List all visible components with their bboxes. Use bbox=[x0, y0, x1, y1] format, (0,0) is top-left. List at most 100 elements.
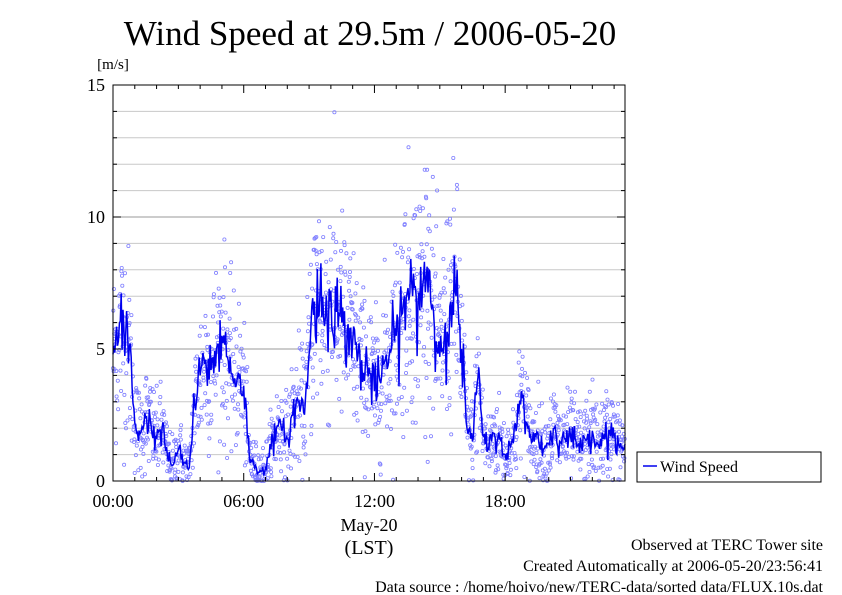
sample-point bbox=[583, 476, 588, 481]
y-tick-label: 0 bbox=[96, 471, 105, 491]
sample-point bbox=[542, 466, 547, 471]
sample-point bbox=[489, 429, 494, 434]
sample-point bbox=[572, 401, 577, 406]
sample-point bbox=[251, 439, 256, 444]
sample-point bbox=[111, 286, 116, 291]
sample-point bbox=[417, 255, 422, 260]
sample-point bbox=[327, 225, 332, 230]
sample-point bbox=[236, 407, 241, 412]
sample-point bbox=[617, 418, 622, 423]
sample-point bbox=[425, 326, 430, 331]
sample-point bbox=[595, 430, 600, 435]
sample-point bbox=[537, 404, 542, 409]
sample-point bbox=[219, 358, 224, 363]
sample-point bbox=[526, 387, 531, 392]
sample-point bbox=[601, 424, 606, 429]
sample-point bbox=[182, 451, 187, 456]
sample-point bbox=[338, 248, 343, 253]
sample-point bbox=[382, 330, 387, 335]
sample-point bbox=[145, 437, 150, 442]
sample-point bbox=[388, 426, 393, 431]
sample-point bbox=[454, 352, 459, 357]
sample-point bbox=[440, 368, 445, 373]
sample-point bbox=[285, 456, 290, 461]
sample-point bbox=[524, 405, 529, 410]
sample-point bbox=[420, 206, 425, 211]
sample-point bbox=[369, 320, 374, 325]
sample-point bbox=[329, 355, 334, 360]
sample-point bbox=[454, 369, 459, 374]
sample-point bbox=[206, 421, 211, 426]
sample-point bbox=[441, 286, 446, 291]
sample-point bbox=[518, 428, 523, 433]
sample-point bbox=[125, 418, 130, 423]
sample-point bbox=[415, 384, 420, 389]
sample-point bbox=[428, 322, 433, 327]
sample-point bbox=[155, 462, 160, 467]
sample-point bbox=[225, 327, 230, 332]
sample-point bbox=[551, 392, 556, 397]
sample-point bbox=[386, 398, 391, 403]
sample-point bbox=[575, 425, 580, 430]
sample-point bbox=[277, 445, 282, 450]
sample-point bbox=[303, 439, 308, 444]
sample-point bbox=[433, 378, 438, 383]
sample-point bbox=[436, 327, 441, 332]
sample-point bbox=[275, 450, 280, 455]
sample-point bbox=[217, 310, 222, 315]
sample-point bbox=[534, 465, 539, 470]
sample-point bbox=[431, 253, 436, 258]
sample-point bbox=[618, 422, 623, 427]
sample-point bbox=[448, 222, 453, 227]
sample-point bbox=[202, 403, 207, 408]
sample-point bbox=[276, 404, 281, 409]
sample-point bbox=[320, 328, 325, 333]
sample-point bbox=[593, 417, 598, 422]
sample-point bbox=[399, 395, 404, 400]
sample-point bbox=[221, 390, 226, 395]
x-tick-label: 18:00 bbox=[485, 491, 526, 511]
sample-point bbox=[539, 401, 544, 406]
sample-point bbox=[339, 270, 344, 275]
sample-point bbox=[239, 346, 244, 351]
sample-point bbox=[234, 344, 239, 349]
sample-point bbox=[353, 291, 358, 296]
sample-point bbox=[208, 380, 213, 385]
sample-point bbox=[544, 424, 549, 429]
sample-point bbox=[172, 470, 177, 475]
sample-point bbox=[491, 415, 496, 420]
sample-point bbox=[304, 349, 309, 354]
sample-point bbox=[352, 360, 357, 365]
sample-point bbox=[398, 245, 403, 250]
sample-point bbox=[250, 472, 255, 477]
sample-point bbox=[219, 309, 224, 314]
sample-point bbox=[244, 369, 249, 374]
sample-point bbox=[154, 449, 159, 454]
sample-point bbox=[332, 110, 337, 115]
sample-point bbox=[267, 422, 272, 427]
sample-point bbox=[429, 246, 434, 251]
sample-point bbox=[604, 405, 609, 410]
sample-point bbox=[126, 243, 131, 248]
sample-point bbox=[338, 279, 343, 284]
sample-point bbox=[590, 377, 595, 382]
sample-point bbox=[434, 224, 439, 229]
sample-point bbox=[380, 391, 385, 396]
sample-point bbox=[370, 336, 375, 341]
sample-point bbox=[284, 400, 289, 405]
sample-point bbox=[241, 415, 246, 420]
sample-point bbox=[138, 416, 143, 421]
sample-point bbox=[229, 394, 234, 399]
sample-point bbox=[222, 265, 227, 270]
sample-point bbox=[405, 260, 410, 265]
sample-point bbox=[610, 442, 615, 447]
sample-point bbox=[173, 437, 178, 442]
sample-point bbox=[229, 260, 234, 265]
sample-point bbox=[238, 333, 243, 338]
sample-point bbox=[158, 379, 163, 384]
sample-point bbox=[496, 467, 501, 472]
sample-point bbox=[141, 431, 146, 436]
sample-point bbox=[170, 432, 175, 437]
sample-point bbox=[241, 355, 246, 360]
sample-point bbox=[278, 450, 283, 455]
